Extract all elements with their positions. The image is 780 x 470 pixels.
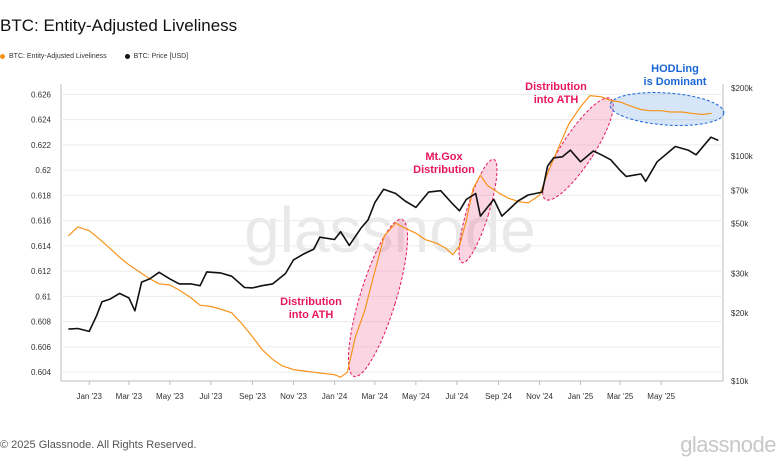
left-tick-label: 0.612 <box>31 267 52 276</box>
legend-swatch-liveliness <box>0 54 5 59</box>
legend-label-price: BTC: Price [USD] <box>133 53 189 60</box>
left-tick-label: 0.604 <box>31 368 52 377</box>
x-tick-label: May '25 <box>647 392 675 401</box>
right-tick-label: $100k <box>731 152 754 161</box>
x-tick-label: Mar '25 <box>607 392 634 401</box>
annotation-label: Distribution <box>413 164 475 176</box>
right-tick-label: $30k <box>731 270 749 279</box>
liveliness-line <box>67 94 712 378</box>
price-line <box>68 136 719 333</box>
x-axis: Jan '23 Mar '23 May '23 Jul '23 Sep '23 Nov '… <box>76 381 676 401</box>
x-tick-label: Sep '24 <box>485 392 512 401</box>
x-tick-label: Jan '23 <box>76 392 102 401</box>
right-tick-label: $10k <box>731 377 749 386</box>
gridlines <box>60 84 724 382</box>
left-tick-label: 0.624 <box>31 116 52 125</box>
annotation-label: HODLing <box>651 63 699 75</box>
brand-logo: glassnode <box>680 432 776 457</box>
annotation-label: is Dominant <box>644 76 707 88</box>
highlight-ellipse <box>347 218 409 378</box>
left-axis: 0.626 0.624 0.622 0.62 0.618 0.616 0.614 0.612 0… <box>31 90 52 377</box>
left-tick-label: 0.61 <box>35 292 51 301</box>
x-tick-label: Mar '24 <box>362 392 389 401</box>
annotation-ellipses <box>347 92 725 378</box>
legend-label-liveliness: BTC: Entity-Adjusted Liveliness <box>9 53 107 60</box>
x-tick-label: Mar '23 <box>116 392 143 401</box>
right-tick-label: $200k <box>731 84 754 93</box>
x-tick-label: Sep '23 <box>239 392 266 401</box>
chart-legend: BTC: Entity-Adjusted Liveliness BTC: Pri… <box>0 53 206 60</box>
chart-title: BTC: Entity-Adjusted Liveliness <box>0 16 238 35</box>
left-tick-label: 0.614 <box>31 242 52 251</box>
right-tick-label: $70k <box>731 187 749 196</box>
highlight-ellipse <box>542 97 614 201</box>
right-tick-label: $20k <box>731 309 749 318</box>
left-tick-label: 0.62 <box>35 166 51 175</box>
left-tick-label: 0.626 <box>31 90 52 99</box>
copyright-footer: © 2025 Glassnode. All Rights Reserved. <box>0 439 197 451</box>
highlight-ellipse <box>609 92 725 126</box>
x-tick-label: May '23 <box>156 392 184 401</box>
annotation-label: into ATH <box>534 94 579 106</box>
annotation-label: Mt.Gox <box>425 151 463 163</box>
x-tick-label: Nov '24 <box>526 392 553 401</box>
annotation-label: Distribution <box>525 81 587 93</box>
right-axis: $200k $100k $70k $50k $30k $20k $10k <box>731 84 754 386</box>
left-tick-label: 0.606 <box>31 343 52 352</box>
left-tick-label: 0.618 <box>31 191 52 200</box>
legend-item-liveliness[interactable]: BTC: Entity-Adjusted Liveliness <box>0 53 107 60</box>
left-tick-label: 0.622 <box>31 141 52 150</box>
x-tick-label: Jan '24 <box>322 392 348 401</box>
series-lines <box>67 94 719 378</box>
right-tick-label: $50k <box>731 220 749 229</box>
left-tick-label: 0.608 <box>31 318 52 327</box>
legend-item-price[interactable]: BTC: Price [USD] <box>124 53 189 60</box>
annotation-label: Distribution <box>280 296 342 308</box>
x-tick-label: Jan '25 <box>568 392 594 401</box>
x-tick-label: May '24 <box>402 392 430 401</box>
x-tick-label: Jul '23 <box>199 392 222 401</box>
x-tick-label: Nov '23 <box>280 392 307 401</box>
left-tick-label: 0.616 <box>31 217 52 226</box>
annotation-label: into ATH <box>289 309 334 321</box>
legend-swatch-price <box>124 54 130 59</box>
x-tick-label: Jul '24 <box>445 392 468 401</box>
